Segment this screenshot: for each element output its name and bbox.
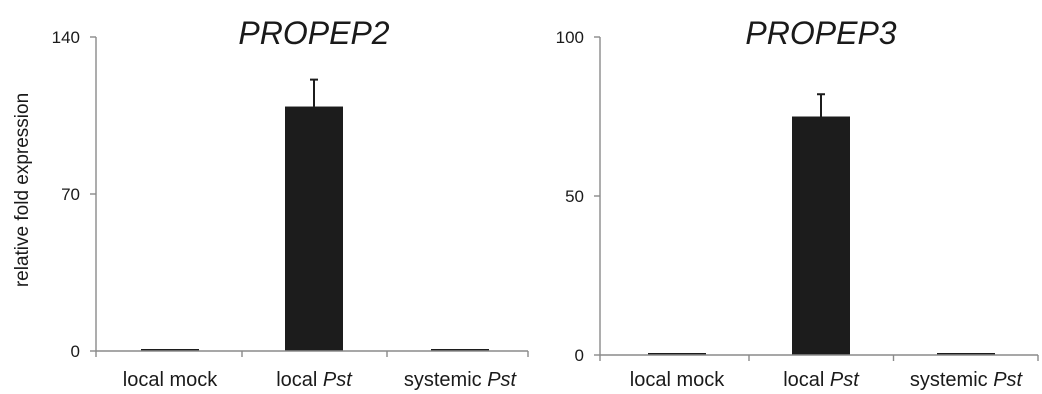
category-label-text: local mock bbox=[630, 369, 725, 391]
y-axis-label: relative fold expression bbox=[12, 93, 33, 287]
bar bbox=[431, 349, 489, 351]
category-label-text: local bbox=[276, 369, 323, 391]
bars bbox=[141, 78, 489, 352]
chart-propep2: PROPEP2 relative fold expression 070140 … bbox=[12, 15, 529, 391]
category-label-text: local bbox=[783, 369, 830, 391]
y-ticks: 0 70 140 bbox=[52, 28, 96, 361]
category-label: local Pst bbox=[276, 369, 353, 391]
category-label-text: systemic bbox=[910, 369, 993, 391]
category-label: local Pst bbox=[783, 369, 860, 391]
category-label: local mock bbox=[630, 369, 725, 391]
bar bbox=[937, 353, 995, 355]
category-label-text: local mock bbox=[123, 369, 218, 391]
category-label: systemic Pst bbox=[404, 369, 518, 391]
category-label: systemic Pst bbox=[910, 369, 1024, 391]
category-labels: local mock local Pst systemic Pst bbox=[123, 369, 518, 391]
axes bbox=[95, 37, 529, 357]
bar bbox=[141, 349, 199, 351]
chart-title: PROPEP3 bbox=[745, 15, 896, 51]
y-tick-label: 140 bbox=[52, 28, 80, 47]
category-label: local mock bbox=[123, 369, 218, 391]
bars bbox=[648, 93, 995, 355]
y-tick-label: 50 bbox=[565, 187, 584, 206]
category-label-italic: Pst bbox=[830, 369, 860, 391]
category-label-italic: Pst bbox=[993, 369, 1023, 391]
y-tick-label: 0 bbox=[71, 342, 80, 361]
y-tick-label: 100 bbox=[556, 28, 584, 47]
category-label-italic: Pst bbox=[487, 369, 517, 391]
category-labels: local mock local Pst systemic Pst bbox=[630, 369, 1024, 391]
bar bbox=[792, 116, 850, 355]
category-label-italic: Pst bbox=[323, 369, 353, 391]
y-tick-label: 70 bbox=[61, 185, 80, 204]
bar bbox=[285, 106, 343, 352]
y-tick-label: 0 bbox=[575, 346, 584, 365]
category-label-text: systemic bbox=[404, 369, 487, 391]
y-ticks: 0 50 100 bbox=[556, 28, 600, 365]
bar bbox=[648, 353, 706, 355]
axes bbox=[599, 37, 1039, 361]
chart-title: PROPEP2 bbox=[238, 15, 389, 51]
